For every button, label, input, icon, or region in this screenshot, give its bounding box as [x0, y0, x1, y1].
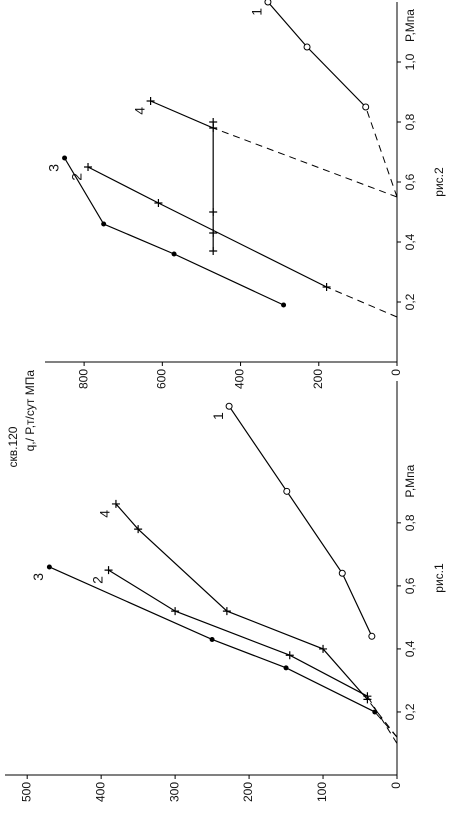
marker — [104, 566, 113, 575]
marker — [171, 251, 177, 257]
y-tick-label: 100 — [315, 782, 329, 802]
series-label: 3 — [30, 573, 46, 581]
y-tick-label: 500 — [19, 782, 33, 802]
x-tick-label: 1,0 — [403, 53, 417, 70]
series-line — [49, 566, 376, 713]
marker — [283, 487, 291, 495]
series-label: 4 — [97, 510, 113, 518]
marker — [209, 208, 218, 216]
marker — [134, 525, 143, 534]
series-label: 1 — [249, 8, 265, 16]
caption: рис.1 — [432, 563, 446, 593]
marker — [46, 564, 52, 570]
series-label: 2 — [69, 173, 85, 181]
marker — [209, 229, 218, 237]
marker — [322, 283, 331, 291]
marker — [264, 0, 272, 6]
x-axis-label: P,Мпа — [403, 9, 417, 42]
series-label: 2 — [89, 576, 105, 584]
marker — [225, 402, 233, 410]
marker — [281, 302, 287, 308]
marker — [101, 221, 107, 227]
caption: рис.2 — [432, 167, 446, 197]
series-label: 1 — [210, 412, 226, 420]
series-label: 3 — [45, 164, 61, 172]
series-label: 4 — [131, 107, 147, 115]
series-line — [150, 100, 214, 129]
extrapolation-line — [213, 127, 398, 198]
page-title: скв.120 — [6, 426, 20, 467]
y-tick-label: 600 — [155, 369, 169, 389]
series-line — [228, 405, 373, 637]
marker — [285, 651, 294, 660]
extrapolation-line — [365, 106, 398, 198]
x-tick-label: 0,2 — [403, 293, 417, 310]
x-tick-label: 0,6 — [403, 173, 417, 190]
x-tick-label: 0,8 — [403, 113, 417, 130]
marker — [319, 644, 328, 653]
marker — [84, 163, 93, 171]
extrapolation-line — [366, 695, 398, 744]
y-tick-label: 400 — [93, 782, 107, 802]
x-tick-label: 0,6 — [403, 577, 417, 594]
marker — [209, 118, 218, 126]
marker — [209, 247, 218, 255]
marker — [368, 632, 376, 640]
y-tick-label: 200 — [311, 369, 325, 389]
marker — [362, 103, 370, 111]
marker — [171, 607, 180, 616]
y-axis-label: q,/ P,т/сут МПа — [23, 370, 37, 452]
marker — [372, 709, 378, 715]
x-tick-label: 0,2 — [403, 703, 417, 720]
series-line — [64, 157, 284, 306]
extrapolation-line — [367, 699, 398, 738]
marker — [62, 155, 68, 161]
y-tick-label: 0 — [389, 782, 403, 789]
y-tick-label: 300 — [167, 782, 181, 802]
x-tick-label: 0,8 — [403, 514, 417, 531]
rotated-page: скв.120 0 100 200 300 400 500 0,2 0,4 0,6 0,8 P,Мп… — [5, 0, 446, 802]
y-tick-label: 0 — [389, 369, 403, 376]
marker — [209, 636, 215, 642]
marker — [154, 199, 163, 207]
series-line — [108, 569, 368, 697]
y-tick-label: 200 — [241, 782, 255, 802]
extrapolation-line — [326, 286, 398, 318]
y-tick-label: 800 — [76, 369, 90, 389]
marker — [338, 569, 346, 577]
x-tick-label: 0,4 — [403, 233, 417, 250]
marker — [222, 607, 231, 616]
marker — [146, 97, 155, 105]
marker — [283, 665, 289, 671]
x-tick-label: 0,4 — [403, 640, 417, 657]
y-tick-label: 400 — [233, 369, 247, 389]
marker — [363, 695, 372, 704]
marker — [111, 499, 120, 508]
x-axis-label: P,Мпа — [403, 464, 417, 497]
marker — [303, 43, 311, 51]
